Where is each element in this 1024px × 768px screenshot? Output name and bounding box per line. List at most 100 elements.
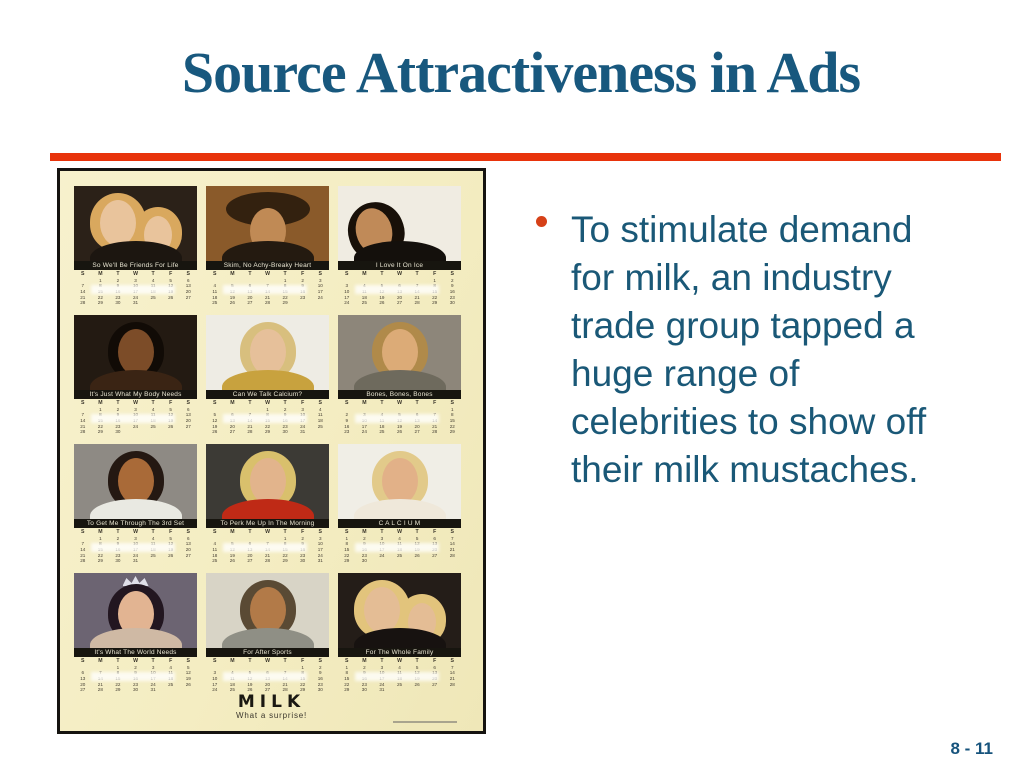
photo-caption: For After Sports: [206, 648, 329, 657]
calendar-week-row: 1: [450, 406, 454, 412]
photo-torso-shape: [89, 628, 182, 648]
photo-caption: To Perk Me Up In The Morning: [206, 519, 329, 528]
calendar-cell: Can We Talk Calcium? S M T W T F S 1 2 3 4 5 6 7 8 9 10 1…: [206, 315, 329, 436]
calendar-week-row: 18 19 20 21 22 23 24: [212, 552, 323, 558]
mini-calendar: S M T W T F S 1 2 3 4 5 6 7 8 9 10 11 12 13 14 15 16 17 18 19 20 21…: [74, 271, 197, 307]
fine-print-line: [393, 721, 457, 723]
photo-face-shape: [249, 587, 286, 633]
mini-calendar: S M T W T F S 1 2 3 4 5 6 7 8 9 10 11 12 13 14 15 16 17 18 19 20 21…: [206, 529, 329, 565]
celebrity-photo: [206, 186, 329, 261]
photo-caption: C A L C I U M: [338, 519, 461, 528]
poster-footer: MILK What a surprise!: [60, 694, 483, 723]
milk-tagline: What a surprise!: [235, 711, 308, 720]
photo-face-shape: [249, 458, 286, 504]
calendar-week-row: 19 20 21 22 23 24 25: [212, 423, 323, 429]
calendar-week-row: 21 22 23 24 25 26 27: [80, 294, 191, 300]
mini-calendar: S M T W T F S 1 2 3 4 5 6 7 8 9 10 11 12 13 14 15 16 17 18 19 20 21…: [338, 400, 461, 436]
mini-calendar: S M T W T F S 1 2 3 4 5 6 7 8 9 10 11 12 13 14 15 16 17 18 19 20 21…: [74, 658, 197, 694]
bullet-marker-icon: [536, 216, 547, 227]
photo-torso-shape: [353, 499, 446, 519]
calendar-week-row: 22 23 24 25 26 27 28: [344, 681, 455, 687]
bullet-text-line: trade group tapped a: [571, 305, 915, 346]
calendar-week-row: 27 28 29 30 31: [80, 687, 156, 693]
celebrity-photo: [74, 444, 197, 519]
calendar-week-row: 26 27 28 29 30 31: [212, 429, 306, 435]
photo-caption: I Love It On Ice: [338, 261, 461, 270]
calendar-week-row: 16 17 18 19 20 21 22: [344, 423, 455, 429]
mini-calendar: S M T W T F S 1 2 3 4 5 6 7 8 9 10 11 12 13 14 15 16 17 18 19 20 21…: [206, 271, 329, 307]
photo-torso-shape: [353, 241, 446, 261]
calendar-week-row: 25 26 27 28 29 30 31: [212, 558, 323, 564]
bullet-text: To stimulate demand for milk, an industry…: [571, 206, 991, 494]
calendar-cell: For After Sports S M T W T F S 1 2 3 4 5 6 7 8 9 10 11 12 1…: [206, 573, 329, 694]
calendar-week-row: 17 18 19 20 21 22 23: [344, 294, 455, 300]
photo-caption: It's Just What My Body Needs: [74, 390, 197, 399]
photo-torso-shape: [89, 370, 182, 390]
photo-torso-shape: [221, 628, 314, 648]
photo-face-shape: [363, 587, 400, 633]
photo-face-shape: [249, 329, 286, 375]
celebrity-photo: [338, 315, 461, 390]
calendar-week-row: 24 25 26 27 28 29 30: [344, 300, 455, 306]
calendar-week-row: 20 21 22 23 24 25 26: [80, 681, 191, 687]
photo-caption: To Get Me Through The 3rd Set: [74, 519, 197, 528]
bullet-text-line: To stimulate demand: [571, 209, 913, 250]
celebrity-photo: [74, 573, 197, 648]
calendar-cell: C A L C I U M S M T W T F S 1 2 3 4 5 6 7 8 9 10 11 12 13 14…: [338, 444, 461, 565]
photo-caption: It's What The World Needs: [74, 648, 197, 657]
photo-face-shape: [117, 458, 154, 504]
celebrity-photo: [206, 573, 329, 648]
photo-torso-shape: [221, 499, 314, 519]
celebrity-photo: [338, 444, 461, 519]
photo-torso-shape: [221, 370, 314, 390]
photo-caption: So We'll Be Friends For Life: [74, 261, 197, 270]
mini-calendar: S M T W T F S 1 2 3 4 5 6 7 8 9 10 11 12 13 14 15 16 17 18 19 20 21…: [338, 271, 461, 307]
mini-calendar: S M T W T F S 1 2 3 4 5 6 7 8 9 10 11 12 13 14 15 16 17 18 19 20 21…: [206, 400, 329, 436]
calendar-week-row: 18 19 20 21 22 23 24: [212, 294, 323, 300]
title-accent-rule: [50, 153, 1001, 161]
calendar-week-row: 17 18 19 20 21 22 23: [212, 681, 323, 687]
photo-caption: For The Whole Family: [338, 648, 461, 657]
calendar-week-row: 21 22 23 24 25 26 27: [80, 423, 191, 429]
calendar-week-row: 29 30: [344, 558, 367, 564]
photo-face-shape: [117, 329, 154, 375]
photo-caption: Skim, No Achy-Breaky Heart: [206, 261, 329, 270]
mini-calendar: S M T W T F S 1 2 3 4 5 6 7 8 9 10 11 12 13 14 15 16 17 18 19 20 21…: [74, 529, 197, 565]
photo-face-shape: [99, 200, 136, 246]
bullet-text-line: celebrities to show off: [571, 401, 927, 442]
calendar-week-row: 21 22 23 24 25 26 27: [80, 552, 191, 558]
calendar-cell: Bones, Bones, Bones S M T W T F S 1 2 3 4 5 6 7 8 9 10 11…: [338, 315, 461, 436]
calendar-week-row: 22 23 24 25 26 27 28: [344, 552, 455, 558]
mini-calendar: S M T W T F S 1 2 3 4 5 6 7 8 9 10 11 12 13 14 15 16 17 18 19 20 21…: [74, 400, 197, 436]
photo-torso-shape: [353, 370, 446, 390]
mini-calendar: S M T W T F S 1 2 3 4 5 6 7 8 9 10 11 12 13 14 15 16 17 18 19 20 21…: [338, 529, 461, 565]
